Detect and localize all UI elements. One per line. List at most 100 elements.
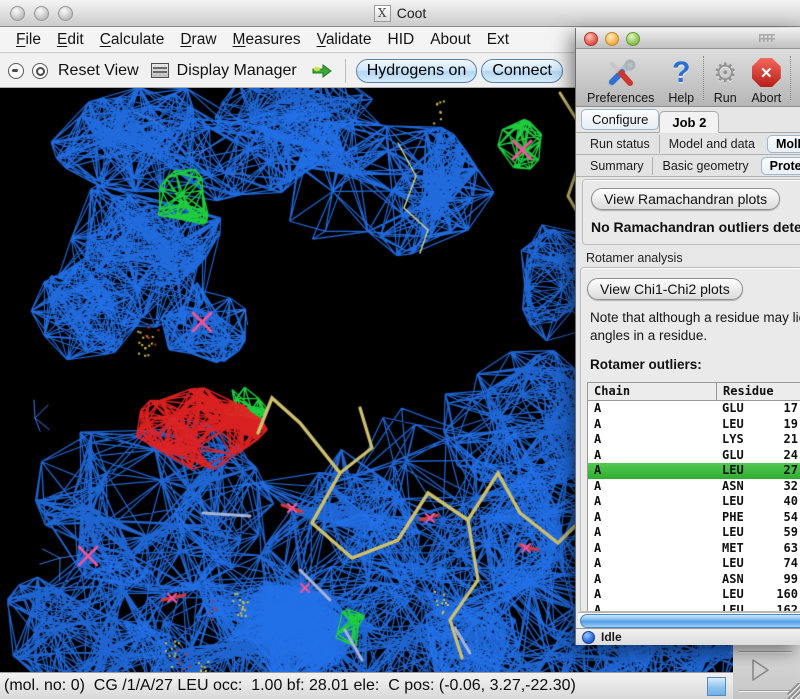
table-row[interactable]: A LEU 59 [588,525,800,541]
tab-configure[interactable]: Configure [581,109,660,130]
table-row[interactable]: A PHE 54 [588,510,800,526]
reset-view-button[interactable]: Reset View [58,61,139,79]
rotamer-outliers-table: Chain Residue A GLU 17 A LEU 19 A LYS 21 A GLU 24 A L… [587,382,800,612]
tab-summary[interactable]: Summary [590,158,644,173]
dialog-titlebar [576,28,800,49]
rotamer-note: Note that although a residue may lie ang… [587,309,800,345]
window-title: Coot [396,5,427,21]
abort-button[interactable]: ✕ Abort [744,51,788,105]
corner-panel [733,645,800,699]
tab-run-status[interactable]: Run status [590,136,650,151]
menu-item-hid[interactable]: HID [387,30,415,48]
tab-protein[interactable]: Protein [760,156,800,175]
table-row[interactable]: A MET 63 [588,541,800,557]
column-header-residue: Residue [716,383,800,400]
connect-button[interactable]: Connect [481,58,563,83]
a-button[interactable]: ⚙A [793,51,800,105]
close-button[interactable] [10,6,25,21]
cell-chain: A [594,602,602,612]
table-row[interactable]: A LEU 74 [588,556,800,572]
cell-chain: A [594,509,602,524]
tab-model-and-data[interactable]: Model and data [658,134,764,153]
horizontal-scrollbar[interactable] [578,612,800,628]
cell-chain: A [594,540,602,555]
run-button[interactable]: ⚙ Run [706,51,744,105]
table-row[interactable]: A LEU 160 [588,587,800,603]
panel-divider [739,651,792,652]
display-manager-button[interactable]: Display Manager [176,61,297,79]
table-row[interactable]: A LYS 21 [588,432,800,448]
rotamer-note-line2: angles in a residue. [590,328,708,343]
main-status-bar: (mol. no: 0) CG /1/A/27 LEU occ: 1.00 bf… [0,672,800,699]
cell-residue: GLU 17 [722,401,798,415]
zoom-button[interactable] [58,6,73,21]
progress-chip [707,677,726,696]
play-triangle-icon[interactable] [747,657,773,683]
help-button[interactable]: ? Help [661,51,701,105]
cell-chain: A [594,463,602,477]
view-chi1-chi2-plots-button[interactable]: View Chi1-Chi2 plots [587,278,743,300]
table-row[interactable]: A LEU 19 [588,417,800,433]
scrollbar-thumb[interactable] [580,614,800,628]
cell-chain: A [594,525,602,539]
table-row[interactable]: A LEU 162 [588,602,800,612]
cell-chain: A [594,494,602,508]
cell-residue: LEU 160 [722,587,798,601]
menu-item-calculate[interactable]: Calculate [99,30,165,48]
minimize-button[interactable] [34,6,49,21]
table-row[interactable]: A GLU 17 [588,401,800,417]
rotamer-note-line1: Note that although a residue may lie [590,310,800,325]
zoom-out-icon[interactable] [8,62,24,79]
cell-chain: A [594,432,602,446]
toolbar-item-label: Help [668,90,695,105]
preferences-button[interactable]: Preferences [580,51,661,105]
menu-item-validate[interactable]: Validate [316,30,372,48]
help-icon: ? [672,55,691,89]
tab-job-2[interactable]: Job 2 [659,111,720,133]
rotamer-analysis-label: Rotamer analysis [586,251,683,265]
rotamer-outliers-label: Rotamer outliers: [590,357,702,372]
titlebar-grip-dots [759,34,775,42]
x11-icon: X [373,4,391,22]
dialog-zoom-button[interactable] [626,32,640,46]
tab-molprobit[interactable]: MolProbit [766,134,800,153]
toolbar-item-label: Preferences [587,90,655,105]
run-icon: ⚙ [713,57,738,88]
toolbar-separator [790,55,792,100]
dialog-toolbar: Preferences?Help⚙Run✕Abort⚙A [576,49,800,107]
toolbar-item-label: Abort [751,90,782,105]
table-row[interactable]: A ASN 99 [588,572,800,588]
cell-chain: A [594,478,602,493]
table-row[interactable]: A LEU 40 [588,494,800,510]
tab-basic-geometry[interactable]: Basic geometry [652,156,757,175]
cell-residue: LEU 27 [722,463,798,477]
ramachandran-status-text: No Ramachandran outliers detecte [591,219,800,235]
table-row[interactable]: A ASN 32 [588,479,800,495]
menu-item-ext[interactable]: Ext [486,30,510,48]
protein-tab-content: View Ramachandran plots No Ramachandran … [576,177,800,612]
hydrogens-toggle-button[interactable]: Hydrogens on [355,58,478,83]
menu-item-edit[interactable]: Edit [56,30,84,48]
cell-residue: LYS 21 [722,432,798,446]
table-row[interactable]: A LEU 27 [588,463,800,479]
display-manager-icon[interactable] [150,63,169,78]
menu-item-about[interactable]: About [430,30,471,48]
window-title-wrap: X Coot [0,0,800,26]
cell-chain: A [594,571,602,586]
molprobity-dialog: Preferences?Help⚙Run✕Abort⚙A ConfigureJo… [575,28,800,645]
zoom-in-icon[interactable] [32,62,48,79]
dialog-minimize-button[interactable] [605,32,619,46]
menu-item-draw[interactable]: Draw [180,30,217,48]
dialog-close-button[interactable] [584,32,598,46]
abort-icon: ✕ [751,55,781,91]
resize-grip[interactable] [784,683,800,699]
view-ramachandran-plots-button[interactable]: View Ramachandran plots [591,188,781,210]
atom-status-text: (mol. no: 0) CG /1/A/27 LEU occ: 1.00 bf… [4,677,576,694]
menu-item-measures[interactable]: Measures [232,30,301,48]
cell-chain: A [594,401,602,415]
cell-residue: LEU 74 [722,556,798,570]
go-arrow-icon[interactable] [311,63,333,78]
menu-item-file[interactable]: File [16,30,41,48]
table-row[interactable]: A GLU 24 [588,448,800,464]
table-header: Chain Residue [588,383,800,401]
